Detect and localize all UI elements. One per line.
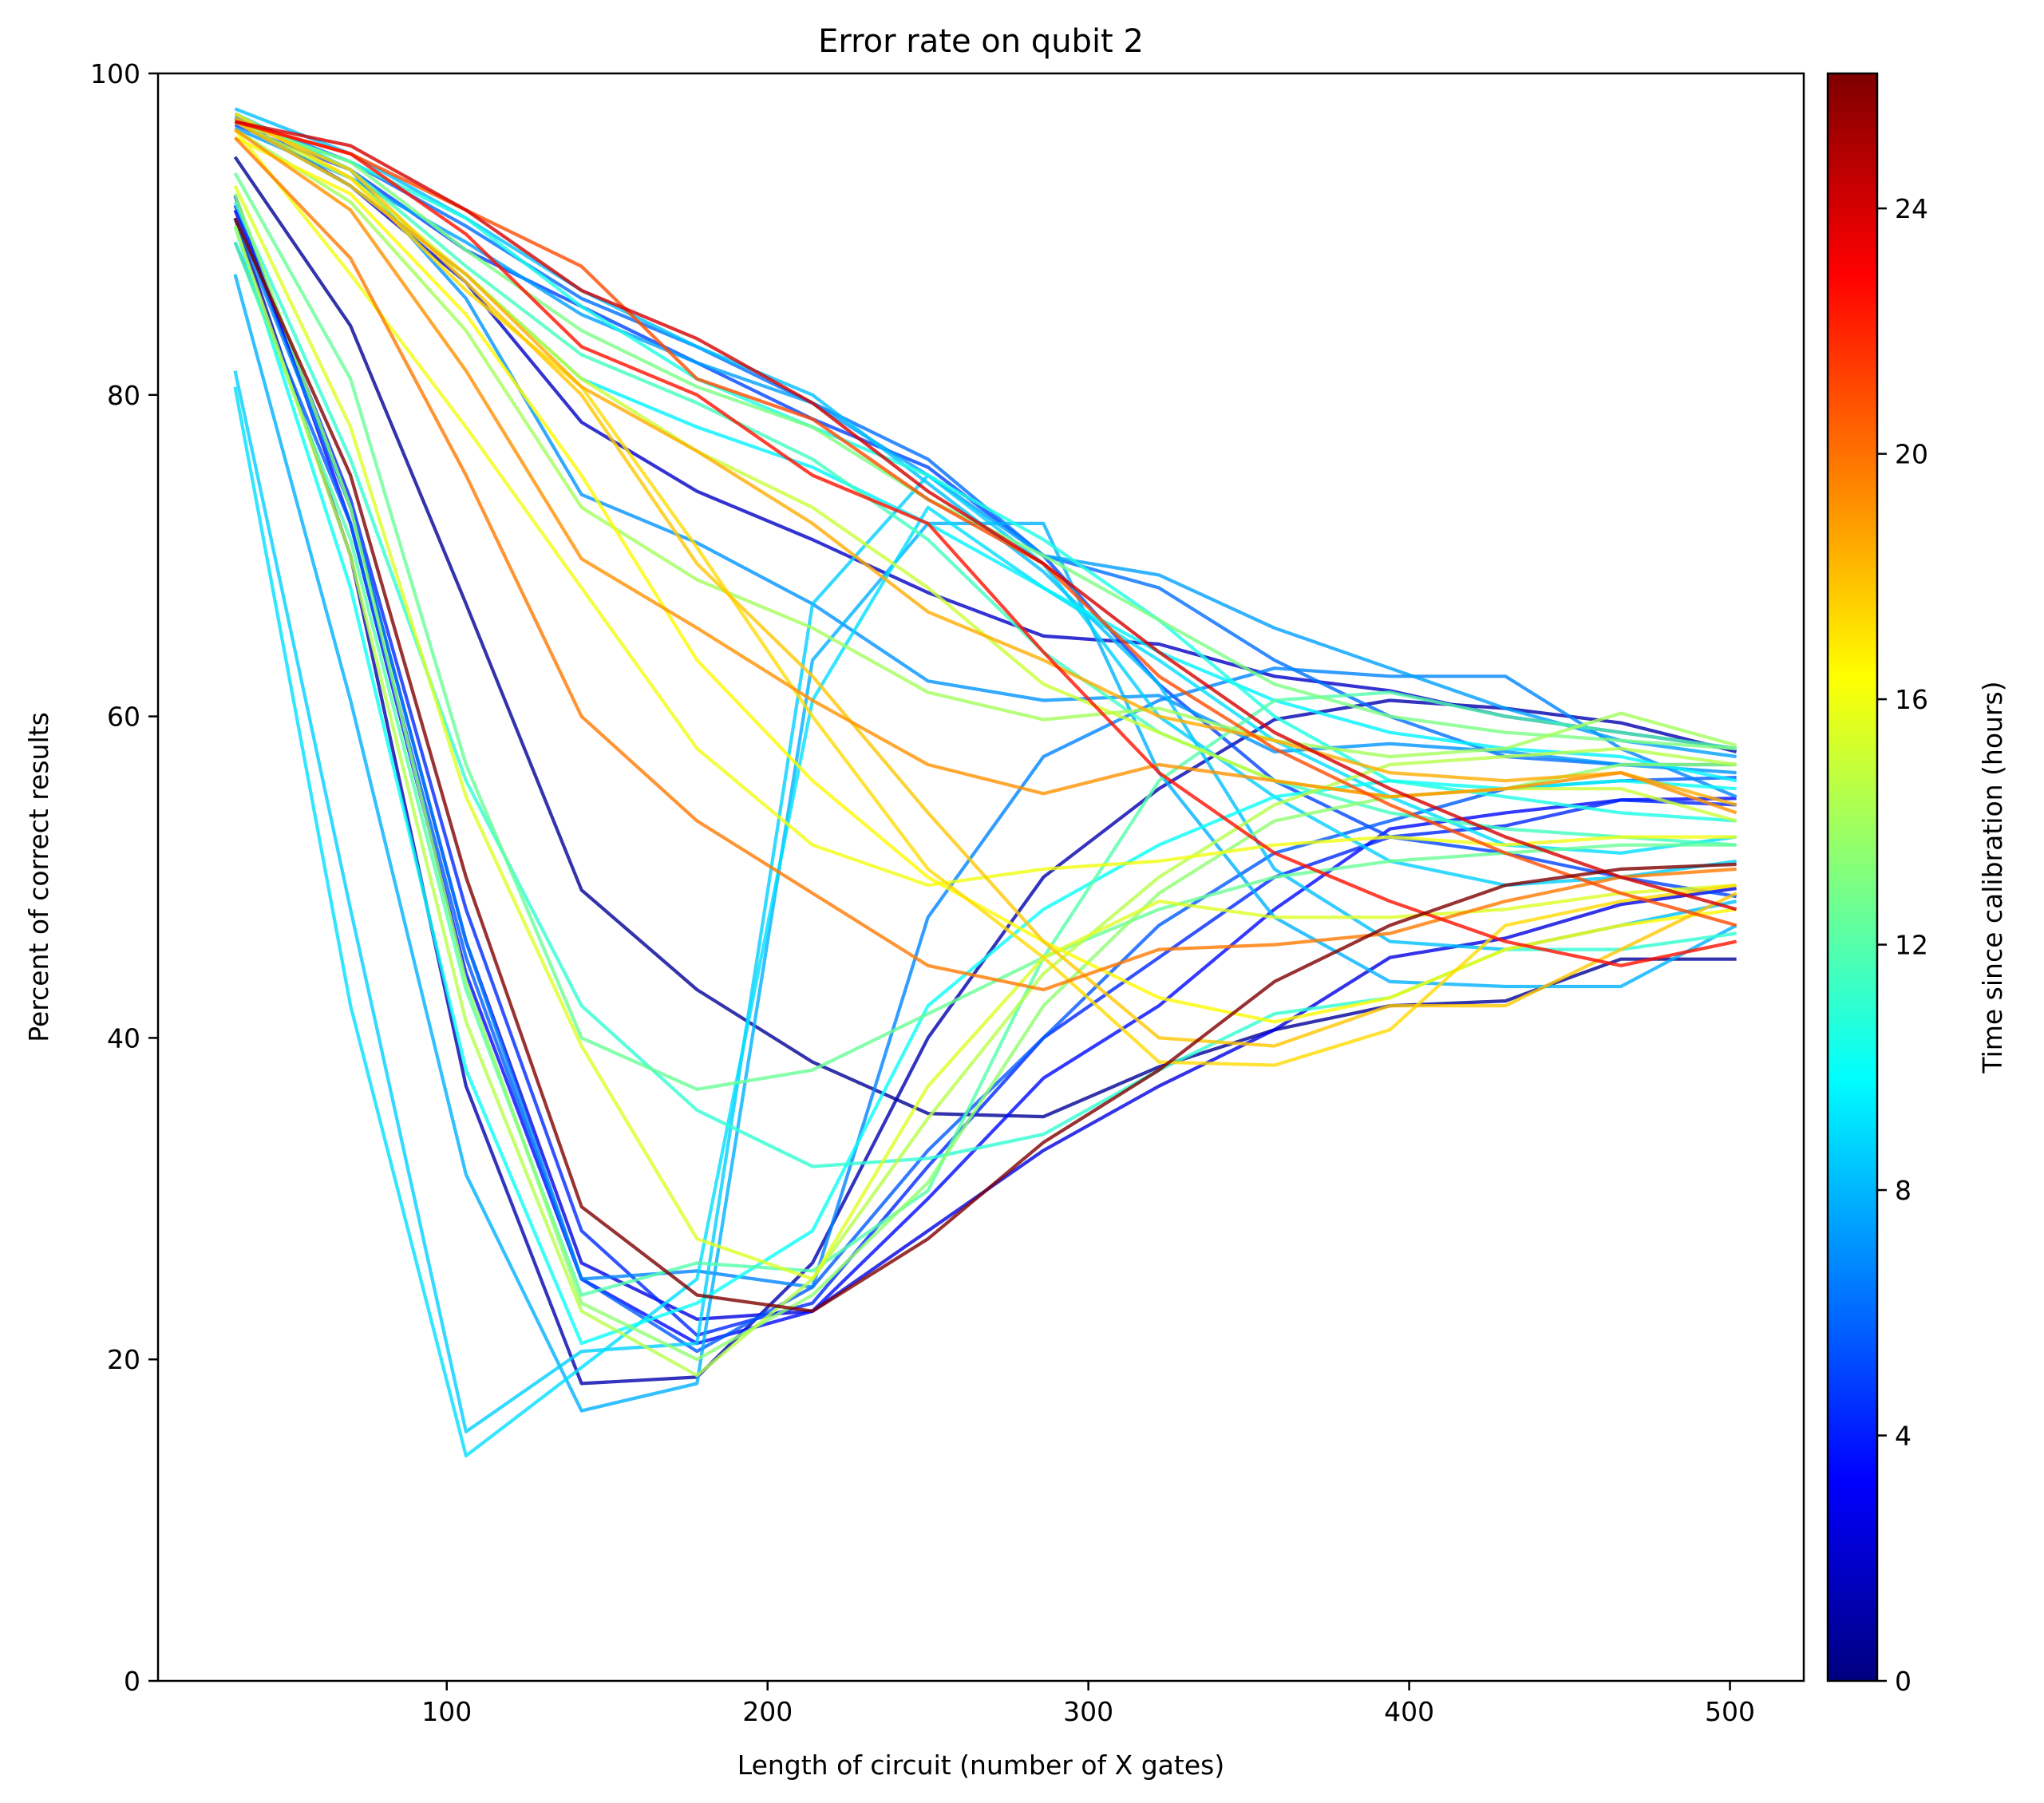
- plot-frame: [156, 72, 1805, 1682]
- series-line-33: [234, 120, 1738, 807]
- y-axis-label: Percent of correct results: [23, 712, 54, 1042]
- y-axis: 0 20 40 60 80 100: [90, 58, 158, 1697]
- colorbar-frame: [1826, 72, 1879, 1682]
- series-line-39: [233, 217, 1737, 1313]
- series-line-25: [234, 128, 1738, 759]
- x-tick-label: 300: [1063, 1696, 1113, 1727]
- series-line-26: [233, 225, 1737, 1378]
- series-line-12: [233, 274, 1738, 1413]
- series-line-4: [233, 195, 1737, 1346]
- series-line-17: [233, 225, 1737, 1346]
- series-line-22: [233, 172, 1737, 1091]
- series-line-0: [233, 156, 1737, 1119]
- y-tick-label: 60: [107, 702, 140, 733]
- series-line-6: [234, 123, 1737, 899]
- series-line-5: [233, 204, 1737, 1338]
- colorbar-tick-label: 20: [1895, 439, 1928, 470]
- colorbar-tick-label: 24: [1895, 193, 1928, 224]
- x-axis: 100 200 300 400 500: [421, 1681, 1755, 1727]
- series-line-34: [234, 128, 1738, 815]
- x-tick-label: 100: [421, 1696, 472, 1727]
- series-line-16: [234, 120, 1738, 783]
- colorbar-tick-label: 8: [1895, 1175, 1912, 1206]
- colorbar-tick-label: 4: [1895, 1421, 1912, 1452]
- x-axis-label: Length of circuit (number of X gates): [737, 1750, 1224, 1781]
- series-line-15: [233, 386, 1737, 1458]
- series-line-10: [234, 112, 1737, 775]
- x-tick-label: 400: [1384, 1696, 1434, 1727]
- series-line-31: [234, 112, 1737, 1067]
- series-line-20: [234, 112, 1737, 847]
- y-tick-label: 40: [107, 1022, 140, 1054]
- series-line-38: [235, 120, 1738, 911]
- colorbar: 0 4 8 12 16 20 24 Time since calibration (hour…: [1826, 72, 2008, 1697]
- series-line-2: [234, 117, 1737, 750]
- colorbar-gradient: [1828, 73, 1877, 1681]
- series-line-30: [234, 136, 1737, 1024]
- series-line-18: [234, 120, 1737, 823]
- colorbar-ticks: 0 4 8 12 16 20 24: [1877, 193, 1928, 1697]
- y-tick-label: 80: [107, 380, 140, 411]
- series-line-9: [233, 217, 1738, 1289]
- series-line-32: [234, 117, 1738, 1048]
- x-tick-label: 200: [742, 1696, 793, 1727]
- series-line-35: [233, 136, 1737, 992]
- colorbar-tick-label: 0: [1895, 1666, 1912, 1697]
- series-line-36: [234, 120, 1738, 927]
- series-line-37: [234, 120, 1738, 967]
- series-layer: [233, 107, 1738, 1458]
- series-line-14: [233, 370, 1737, 1433]
- colorbar-tick-label: 12: [1895, 930, 1928, 961]
- chart-title: Error rate on qubit 2: [818, 23, 1144, 60]
- series-line-1: [233, 217, 1738, 1386]
- colorbar-tick-label: 16: [1895, 684, 1928, 715]
- series-line-21: [233, 241, 1737, 1297]
- x-tick-label: 500: [1705, 1696, 1755, 1727]
- y-tick-label: 20: [107, 1344, 140, 1375]
- y-tick-label: 0: [124, 1666, 140, 1697]
- y-tick-label: 100: [90, 58, 140, 89]
- series-line-28: [233, 185, 1737, 1281]
- colorbar-label: Time since calibration (hours): [1977, 681, 2008, 1073]
